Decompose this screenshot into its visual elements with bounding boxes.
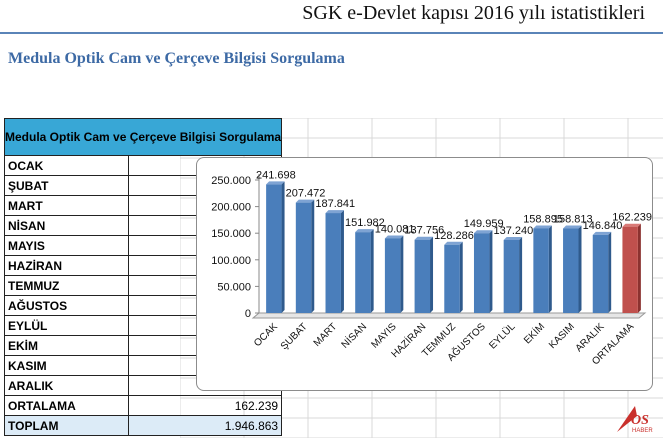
y-tick-label: 200.000 xyxy=(211,202,251,214)
row-label: ORTALAMA xyxy=(3,395,130,416)
section-subtitle: Medula Optik Cam ve Çerçeve Bilgisi Sorg… xyxy=(8,50,345,67)
data-label: 151.982 xyxy=(345,217,385,229)
row-label: ARALIK xyxy=(3,375,130,396)
row-label: ŞUBAT xyxy=(3,175,130,196)
data-label: 187.841 xyxy=(315,198,355,210)
bar-2 xyxy=(295,199,315,313)
header-divider xyxy=(0,32,663,34)
y-tick-label: 100.000 xyxy=(211,255,251,267)
row-label: KASIM xyxy=(3,355,130,376)
chart-floor xyxy=(251,312,647,319)
x-tick-label: MART xyxy=(312,321,340,349)
data-label: 146.840 xyxy=(583,220,623,232)
svg-text:HABER: HABER xyxy=(632,428,653,434)
bar-11 xyxy=(563,225,582,313)
total-row: TOPLAM 1.946.863 xyxy=(3,415,283,436)
x-tick-label: ŞUBAT xyxy=(279,321,310,352)
bar-5 xyxy=(384,235,404,313)
data-label: 158.895 xyxy=(523,213,563,225)
data-label: 137.756 xyxy=(404,225,444,237)
y-tick-label: 50.000 xyxy=(217,281,251,293)
row-value: 162.239 xyxy=(128,395,283,416)
bar-12 xyxy=(592,231,612,313)
table-row: ORTALAMA 162.239 xyxy=(3,395,283,416)
total-value: 1.946.863 xyxy=(128,415,283,436)
data-label: 158.813 xyxy=(553,214,593,226)
row-label: AĞUSTOS xyxy=(3,295,130,316)
row-label: HAZİRAN xyxy=(3,255,130,276)
total-label: TOPLAM xyxy=(3,415,130,436)
data-label: 137.240 xyxy=(494,225,534,237)
y-tick-label: 150.000 xyxy=(211,228,251,240)
data-label: 241.698 xyxy=(256,169,296,181)
row-label: TEMMUZ xyxy=(3,275,130,296)
bar-7 xyxy=(444,241,463,313)
row-label: NİSAN xyxy=(3,215,130,236)
bar-chart: 0 50.000 100.000 150.000 200.000 250.000 241.6… xyxy=(211,169,652,367)
os-haber-logo: OS HABER xyxy=(617,406,653,434)
data-label: 128.286 xyxy=(434,230,474,242)
x-tick-label: EKİM xyxy=(521,320,547,346)
row-label: MAYIS xyxy=(3,235,130,256)
data-label: 162.239 xyxy=(612,212,652,224)
bar-13 xyxy=(622,223,641,313)
data-label: 149.959 xyxy=(464,218,504,230)
y-tick-label: 0 xyxy=(245,308,251,320)
bar-10 xyxy=(533,225,552,313)
svg-text:OS: OS xyxy=(631,413,649,428)
row-label: EKİM xyxy=(3,335,130,356)
x-tick-label: OCAK xyxy=(252,321,280,349)
x-tick-label: EYLÜL xyxy=(487,320,518,351)
table-header: Medula Optik Cam ve Çerçeve Bilgisi Sorg… xyxy=(3,118,283,156)
bar-4 xyxy=(355,229,374,313)
bar-8 xyxy=(473,230,493,313)
bar-6 xyxy=(414,236,434,313)
bar-3 xyxy=(325,210,344,313)
row-label: EYLÜL xyxy=(3,315,130,336)
y-tick-label: 250.000 xyxy=(211,175,251,187)
chart-frame: 0 50.000 100.000 150.000 200.000 250.000 241.6… xyxy=(196,157,653,391)
data-label: 207.472 xyxy=(286,188,326,200)
row-label: OCAK xyxy=(3,155,130,176)
bar-9 xyxy=(503,236,523,313)
page-title: SGK e-Devlet kapısı 2016 yılı istatistik… xyxy=(302,2,645,24)
data-label: 140.081 xyxy=(375,223,415,235)
x-tick-label: NİSAN xyxy=(338,320,369,351)
row-label: MART xyxy=(3,195,130,216)
bar-1 xyxy=(266,181,285,313)
